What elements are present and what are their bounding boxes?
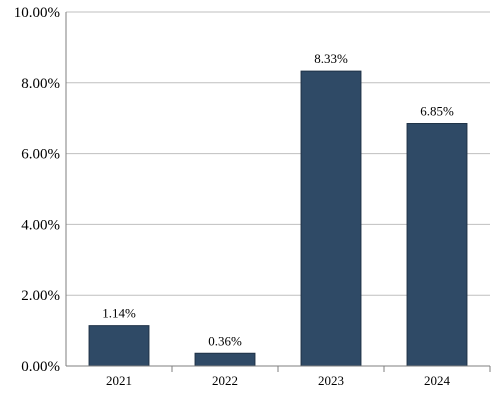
bar-2021	[88, 325, 150, 367]
y-tick-label: 6.00%	[21, 147, 60, 163]
bars	[88, 70, 468, 367]
x-category-label: 2023	[318, 373, 344, 388]
x-axis	[65, 12, 491, 372]
data-label: 0.36%	[208, 333, 242, 348]
bar-2024	[406, 123, 468, 367]
y-tick-label: 0.00%	[21, 359, 60, 375]
data-label: 6.85%	[420, 104, 454, 119]
data-label: 1.14%	[102, 306, 136, 321]
y-axis-tick-labels: 0.00% 2.00% 4.00% 6.00% 8.00% 10.00%	[14, 5, 60, 375]
data-labels: 1.14% 0.36% 8.33% 6.85%	[102, 51, 454, 348]
bar-2022	[194, 352, 256, 367]
x-category-label: 2021	[106, 373, 132, 388]
data-label: 8.33%	[314, 51, 348, 66]
y-tick-label: 8.00%	[21, 76, 60, 92]
x-category-label: 2022	[212, 373, 238, 388]
y-tick-label: 4.00%	[21, 217, 60, 233]
x-axis-category-labels: 2021 2022 2023 2024	[106, 373, 451, 388]
bar-2023	[300, 70, 362, 367]
y-tick-label: 10.00%	[14, 5, 60, 21]
x-category-label: 2024	[424, 373, 451, 388]
y-tick-label: 2.00%	[21, 288, 60, 304]
